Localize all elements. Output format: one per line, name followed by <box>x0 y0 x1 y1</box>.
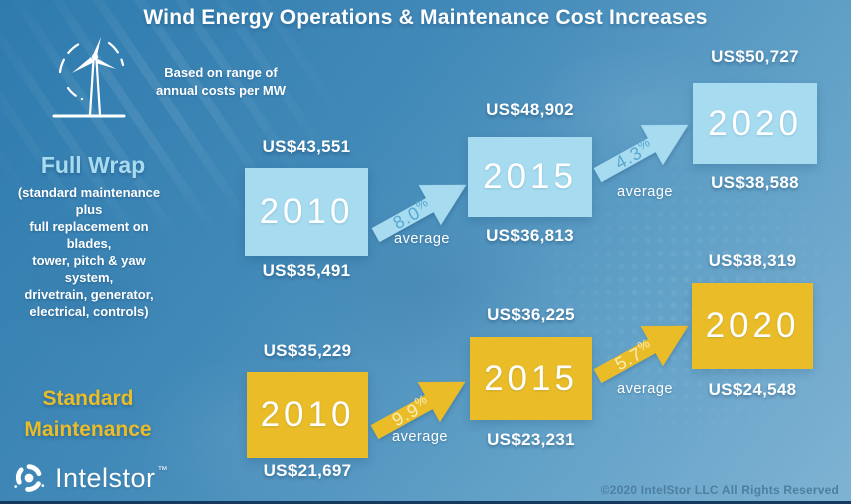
year-box-standard-2020: 2020 <box>692 283 813 369</box>
average-label: average <box>394 231 450 247</box>
value-fullwrap-2015-low: US$36,813 <box>486 226 574 245</box>
page-title: Wind Energy Operations & Maintenance Cos… <box>143 6 708 29</box>
block-arrow-icon <box>593 325 689 384</box>
value-fullwrap-2010-high: US$43,551 <box>262 137 351 156</box>
increase-arrow-standard-1: 9.9% <box>363 362 476 453</box>
brand-name: Intelstor ™ <box>55 463 168 494</box>
average-label: average <box>617 381 673 397</box>
value-standard-2010-high: US$35,229 <box>263 341 352 360</box>
block-arrow-icon <box>371 184 467 243</box>
increase-arrow-fullwrap-1: 8.0% <box>364 165 477 256</box>
year-box-standard-2015: 2015 <box>470 337 592 420</box>
value-standard-2010-low: US$21,697 <box>263 461 352 480</box>
value-standard-2015-high: US$36,225 <box>487 305 575 324</box>
block-arrow-icon <box>593 124 689 183</box>
year-label: 2020 <box>708 103 802 143</box>
value-fullwrap-2020-low: US$38,588 <box>711 173 799 192</box>
group-description-full-wrap: (standard maintenance plus full replacem… <box>17 185 161 319</box>
intelstor-logo-icon <box>14 464 45 492</box>
increase-arrow-standard-2: 5.7% <box>586 306 699 397</box>
value-fullwrap-2015-high: US$48,902 <box>486 100 574 119</box>
year-box-fullwrap-2015: 2015 <box>468 137 592 217</box>
average-label: average <box>617 184 673 200</box>
year-box-fullwrap-2020: 2020 <box>693 83 817 164</box>
bottom-border <box>0 501 851 504</box>
value-standard-2020-low: US$24,548 <box>708 380 797 399</box>
year-box-standard-2010: 2010 <box>247 372 368 458</box>
value-fullwrap-2020-high: US$50,727 <box>711 47 799 66</box>
brand-name-text: Intelstor <box>55 462 156 493</box>
value-standard-2015-low: US$23,231 <box>487 430 575 449</box>
group-label-standard-maintenance: Standard Maintenance <box>24 387 152 441</box>
year-label: 2015 <box>484 358 578 398</box>
year-label: 2020 <box>705 306 800 345</box>
year-box-fullwrap-2010: 2010 <box>245 168 368 256</box>
average-label: average <box>392 429 448 445</box>
value-fullwrap-2010-low: US$35,491 <box>262 261 351 280</box>
value-standard-2020-high: US$38,319 <box>708 251 797 270</box>
intelstor-logo: Intelstor ™ <box>10 459 168 497</box>
trademark-symbol: ™ <box>157 464 169 476</box>
wind-turbine-icon <box>52 37 126 118</box>
year-label: 2010 <box>260 395 355 434</box>
year-label: 2010 <box>259 192 354 231</box>
block-arrow-icon <box>370 381 466 440</box>
group-label-full-wrap: Full Wrap <box>40 152 146 178</box>
subtitle-note: Based on range of annual costs per MW <box>155 65 287 98</box>
increase-arrow-fullwrap-2: 4.3% <box>586 105 699 196</box>
copyright-text: ©2020 IntelStor LLC All Rights Reserved <box>600 483 839 497</box>
year-label: 2015 <box>483 157 577 196</box>
